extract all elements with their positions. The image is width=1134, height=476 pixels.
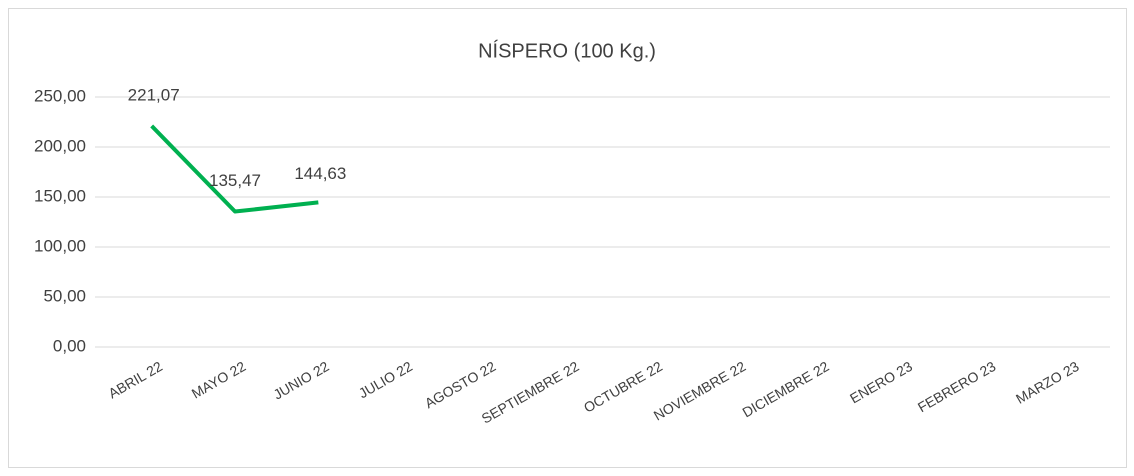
- data-label: 221,07: [128, 85, 180, 104]
- chart-border: [8, 8, 1127, 468]
- y-tick-label: 50,00: [43, 286, 86, 305]
- data-label: 144,63: [294, 164, 346, 183]
- y-tick-label: 150,00: [34, 186, 86, 205]
- line: [150, 124, 319, 214]
- chart-title: NÍSPERO (100 Kg.): [478, 39, 656, 62]
- y-tick-label: 250,00: [34, 86, 86, 105]
- y-tick-label: 200,00: [34, 136, 86, 155]
- data-label: 135,47: [209, 171, 261, 190]
- y-tick-label: 100,00: [34, 236, 86, 255]
- y-tick-label: 0,00: [53, 336, 86, 355]
